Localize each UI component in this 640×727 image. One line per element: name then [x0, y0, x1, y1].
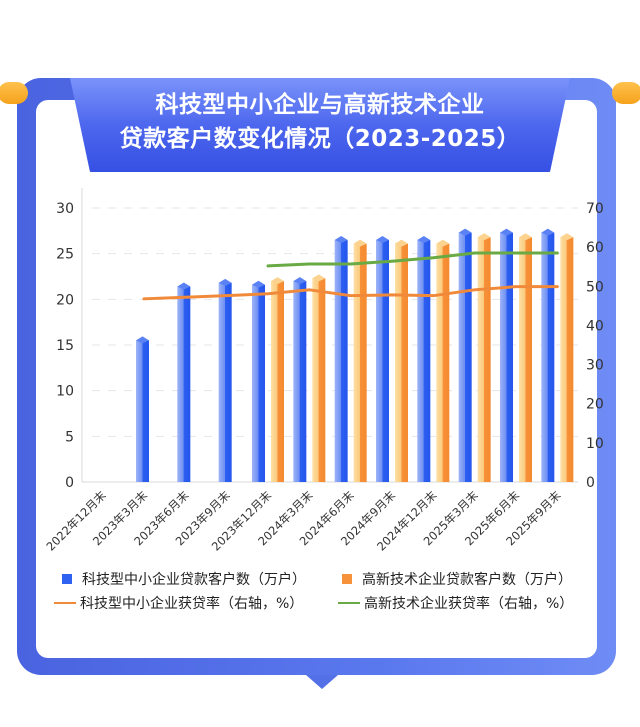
svg-text:20: 20	[586, 397, 604, 413]
right-y-axis: 0 10 20 30 40 50 60 70	[586, 201, 604, 491]
frame-pointer-icon	[306, 675, 338, 689]
legend-item-hightech-rate[interactable]: 高新技术企业获贷率（右轴，%）	[338, 593, 608, 613]
svg-text:30: 30	[586, 358, 604, 374]
orange-line-icon	[54, 602, 76, 604]
svg-text:5: 5	[65, 429, 74, 445]
legend-label: 高新技术企业获贷率（右轴，%）	[364, 596, 574, 612]
svg-text:50: 50	[586, 279, 604, 295]
svg-text:10: 10	[586, 436, 604, 452]
svg-text:60: 60	[586, 240, 604, 256]
left-y-axis: 0 5 10 15 20 25 30	[56, 188, 578, 491]
svg-text:40: 40	[586, 318, 604, 334]
legend-label: 高新技术企业贷款客户数（万户）	[362, 572, 572, 588]
legend-item-hightech-customers[interactable]: 高新技术企业贷款客户数（万户）	[338, 569, 608, 589]
svg-text:15: 15	[56, 338, 74, 354]
svg-text:20: 20	[56, 292, 74, 308]
svg-text:0: 0	[65, 475, 74, 491]
chart-title: 科技型中小企业与高新技术企业 贷款客户数变化情况（2023-2025）	[0, 88, 640, 156]
chart-legend: 科技型中小企业贷款客户数（万户） 高新技术企业贷款客户数（万户） 科技型中小企业…	[54, 567, 608, 615]
bar-series	[136, 228, 574, 482]
svg-text:70: 70	[586, 201, 604, 217]
svg-text:10: 10	[56, 384, 74, 400]
legend-item-tech-sme-customers[interactable]: 科技型中小企业贷款客户数（万户）	[58, 569, 338, 589]
legend-item-tech-sme-rate[interactable]: 科技型中小企业获贷率（右轴，%）	[54, 593, 338, 613]
svg-text:0: 0	[586, 475, 595, 491]
scroll-rod-right-icon	[612, 82, 640, 104]
scroll-rod-left-icon	[0, 82, 28, 104]
legend-label: 科技型中小企业获贷率（右轴，%）	[80, 596, 304, 612]
svg-text:30: 30	[56, 201, 74, 217]
line-series	[142, 251, 559, 301]
title-banner	[70, 78, 570, 172]
svg-text:25: 25	[56, 247, 74, 263]
legend-label: 科技型中小企业贷款客户数（万户）	[82, 572, 306, 588]
orange-square-icon	[342, 574, 352, 584]
blue-square-icon	[62, 574, 72, 584]
title-line-2: 贷款客户数变化情况（2023-2025）	[119, 126, 521, 152]
chart-plot: 0 5 10 15 20 25 30 0 10 20 30 40 50 60 70 2022年12月末20…	[43, 188, 604, 554]
green-line-icon	[338, 602, 360, 604]
x-axis-labels: 2022年12月末2023年3月末2023年6月末2023年9月末2023年12…	[43, 488, 563, 554]
title-line-1: 科技型中小企业与高新技术企业	[155, 92, 485, 118]
